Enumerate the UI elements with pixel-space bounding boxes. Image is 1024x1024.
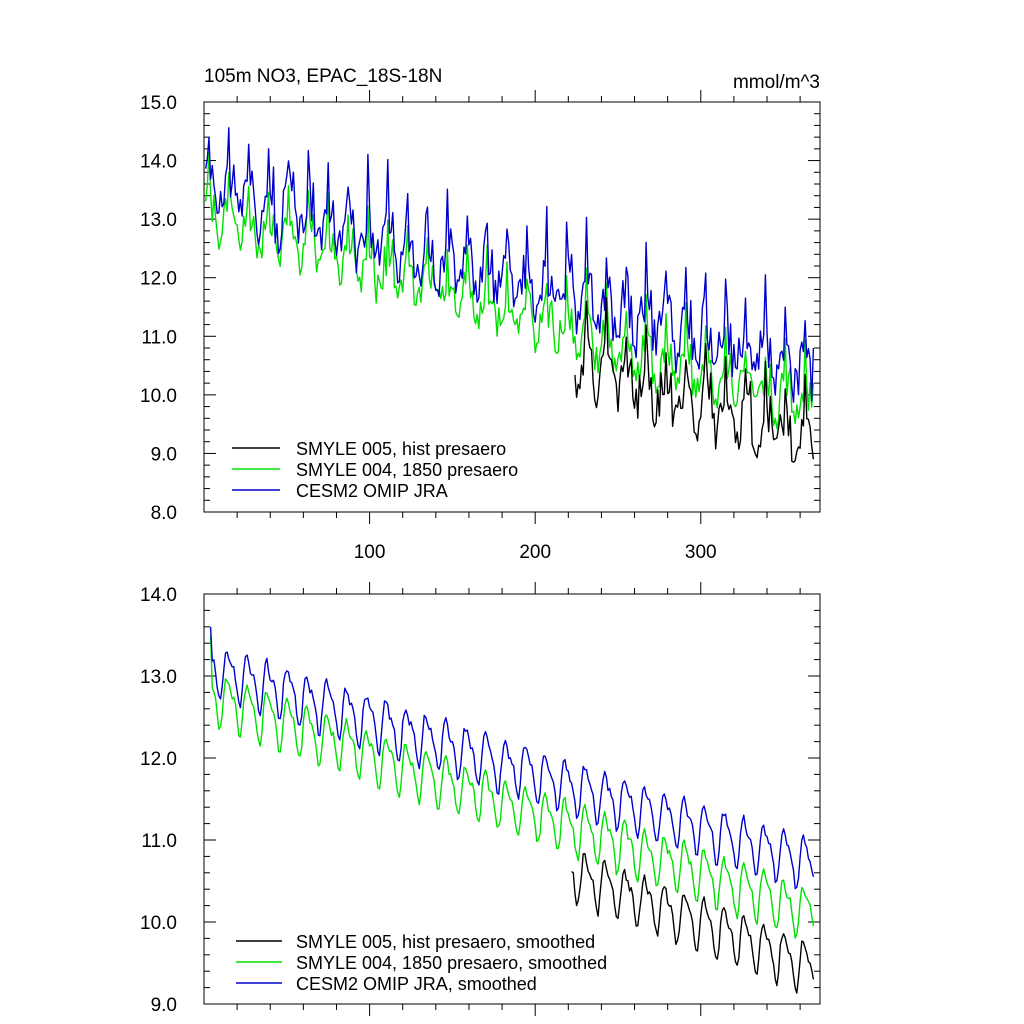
legend-label-smyle004: SMYLE 004, 1850 presaero [296, 460, 518, 480]
series-line-1 [205, 151, 815, 430]
y-tick-label: 8.0 [151, 503, 177, 524]
legend-label-smyle005: SMYLE 005, hist presaero [296, 439, 506, 459]
top-panel-series [205, 127, 815, 463]
bottom-panel-y-tick-labels: 9.0 10.0 11.0 12.0 13.0 14.0 [140, 585, 177, 1016]
series-line-0 [571, 853, 815, 994]
top-panel-units: mmol/m^3 [733, 72, 820, 93]
y-tick-label: 13.0 [140, 667, 177, 688]
top-panel: 105m NO3, EPAC_18S-18N mmol/m^3 8.0 9.0 10… [140, 66, 821, 563]
series-line-2 [209, 626, 815, 890]
legend-label-smyle005-smoothed: SMYLE 005, hist presaero, smoothed [296, 932, 595, 952]
legend-label-cesm2-smoothed: CESM2 OMIP JRA, smoothed [296, 974, 537, 994]
y-tick-label: 13.0 [140, 210, 177, 231]
y-tick-label: 15.0 [140, 93, 177, 114]
series-line-0 [574, 297, 815, 463]
x-tick-label: 300 [685, 542, 717, 563]
x-tick-label: 200 [519, 542, 551, 563]
bottom-panel-frame [203, 593, 821, 1005]
legend-label-smyle004-smoothed: SMYLE 004, 1850 presaero, smoothed [296, 953, 607, 973]
y-tick-label: 14.0 [140, 585, 177, 606]
x-tick-label: 100 [354, 542, 386, 563]
y-tick-label: 12.0 [140, 749, 177, 770]
y-tick-label: 11.0 [141, 327, 177, 348]
top-panel-title: 105m NO3, EPAC_18S-18N [204, 66, 442, 87]
top-panel-frame [203, 101, 821, 513]
bottom-panel-legend: SMYLE 005, hist presaero, smoothed SMYLE… [236, 932, 607, 994]
y-tick-label: 11.0 [141, 831, 177, 852]
y-tick-label: 14.0 [140, 152, 177, 173]
y-tick-label: 12.0 [140, 269, 177, 290]
bottom-panel-series [209, 626, 815, 994]
top-panel-legend: SMYLE 005, hist presaero SMYLE 004, 1850… [232, 439, 518, 501]
series-line-1 [209, 634, 815, 939]
y-tick-label: 10.0 [140, 913, 177, 934]
top-panel-y-tick-labels: 8.0 9.0 10.0 11.0 12.0 13.0 14.0 15.0 [140, 93, 177, 524]
bottom-panel-ticks [204, 582, 820, 1016]
top-panel-x-tick-labels: 100 200 300 [354, 542, 717, 563]
y-tick-label: 9.0 [151, 444, 177, 465]
bottom-panel: 9.0 10.0 11.0 12.0 13.0 14.0 SMYLE 005, hist … [140, 582, 821, 1016]
y-tick-label: 9.0 [151, 995, 177, 1016]
legend-label-cesm2: CESM2 OMIP JRA [296, 481, 448, 501]
series-line-2 [205, 127, 815, 403]
y-tick-label: 10.0 [140, 386, 177, 407]
